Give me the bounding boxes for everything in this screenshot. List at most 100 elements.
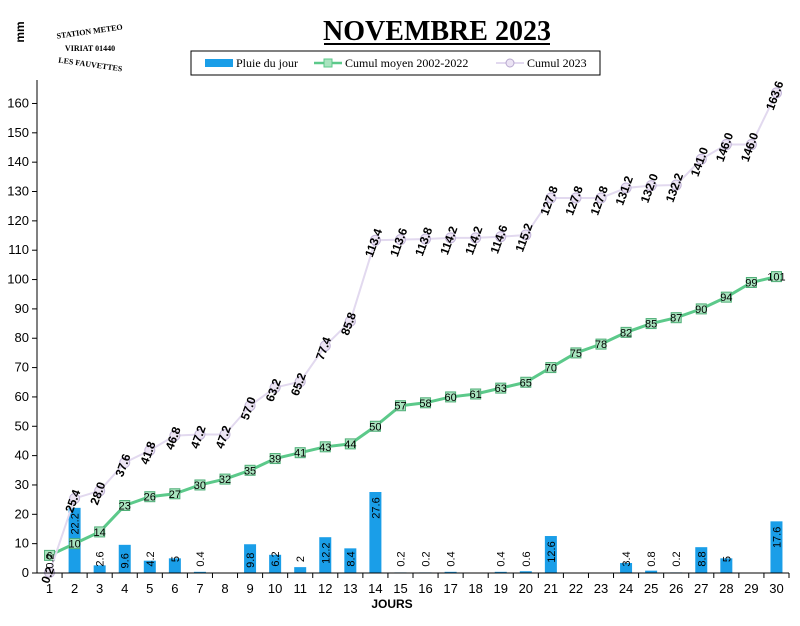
avg-point-label: 60 [444,392,456,404]
y-tick-label: 40 [15,448,29,463]
cumul-point [420,233,432,245]
y-tick-label: 160 [7,95,29,110]
avg-data-labels: 6 10 14 23 26 27 30 32 35 39 41 43 44 50 57 58 60 61 63 65 7… [46,272,785,563]
cumul-point [294,376,306,388]
cumul-point-label: 114.2 [437,224,460,257]
avg-point-label: 30 [194,480,206,492]
rain-bar [244,544,257,573]
legend-label-cumul: Cumul 2023 [527,56,587,70]
cumul-point-label: 77.4 [313,335,334,362]
rain-bar-label: 5 [721,556,733,562]
cumul-point [545,192,557,204]
legend: Pluie du jour Cumul moyen 2002-2022 Cumu… [190,50,601,76]
cumul-point-label: 132.0 [638,171,662,204]
cumul-point [219,428,231,440]
avg-point [445,391,457,403]
rain-bar-label: 2.6 [95,551,107,566]
avg-point [520,376,532,388]
y-tick-label: 120 [7,213,29,228]
avg-point [144,491,156,503]
avg-point-label: 23 [119,501,131,513]
avg-point [119,500,131,512]
legend-label-rain: Pluie du jour [236,56,298,70]
cumul-point-label: 57.0 [238,395,259,422]
avg-point-label: 26 [144,492,156,504]
y-axis-ticks: 0 10 20 30 40 50 60 70 80 90 100 110 120 130 140 150 160 [7,95,37,580]
rain-bar [544,536,557,573]
avg-point-label: 39 [269,454,281,466]
cumul-point [720,139,732,151]
cumul-line-path [48,92,778,573]
cumul-point [119,457,131,469]
avg-point [720,291,732,303]
rain-bar-label: 0.4 [496,551,508,566]
legend-label-avg: Cumul moyen 2002-2022 [345,56,468,70]
cumul-point [44,566,56,578]
x-axis-label: JOURS [371,597,412,611]
avg-point [344,438,356,450]
x-tick-label: 21 [544,581,558,596]
avg-point-label: 63 [495,383,507,395]
x-axis-ticks: 1 2 3 4 5 6 7 8 9 10 11 12 13 14 15 16 17 18 19 20 21 22 23 24 2… [46,573,790,596]
rain-bar [344,548,357,573]
rain-bar [269,554,282,573]
rain-bar [770,521,783,573]
avg-point [194,479,206,491]
cumul-point-label: 28.0 [87,480,108,507]
x-tick-label: 5 [146,581,153,596]
cumul-point [269,382,281,394]
rain-bar-label: 9.6 [120,553,132,568]
avg-point-label: 44 [344,439,356,451]
rain-bar-label: 8.4 [345,551,357,566]
cumul-point-label: 163.6 [763,79,787,112]
cumul-point [745,139,757,151]
rain-bar-label: 3.4 [621,551,633,566]
bar-data-labels: 0.2 22.2 2.6 9.6 4.2 5 0.4 9.8 6.2 2 12.2 8.4 27.6 0.… [45,497,784,568]
rain-bar-label: 0.4 [195,551,207,566]
y-axis-unit: mm [13,21,27,42]
rain-bar-label: 0.8 [646,551,658,566]
avg-point-label: 90 [695,304,707,316]
cumul-point [570,192,582,204]
cumul-point-label: 113.4 [362,226,385,259]
x-tick-label: 9 [246,581,253,596]
cumul-point [244,400,256,412]
cumul-point-label: 63.2 [263,376,284,403]
rain-bar [118,544,131,573]
y-tick-label: 100 [7,272,29,287]
y-tick-label: 90 [15,301,29,316]
rain-bar [193,571,206,573]
avg-point-label: 57 [394,401,406,413]
x-tick-label: 7 [196,581,203,596]
avg-point [670,312,682,324]
x-tick-label: 22 [569,581,583,596]
avg-point [420,397,432,409]
x-tick-label: 2 [71,581,78,596]
x-tick-label: 18 [468,581,482,596]
cumul-point-label: 47.2 [188,423,209,450]
avg-point-label: 58 [419,398,431,410]
x-tick-label: 20 [519,581,533,596]
rain-bar [620,563,633,573]
y-tick-label: 70 [15,360,29,375]
avg-point-label: 32 [219,474,231,486]
x-tick-label: 8 [221,581,228,596]
cumul-point [319,340,331,352]
cumul-point [495,231,507,243]
x-tick-label: 16 [418,581,432,596]
avg-point [94,526,106,538]
cumul-point-label: 47.2 [213,423,234,450]
x-tick-label: 14 [368,581,382,596]
rain-bar-label: 6.2 [270,551,282,566]
avg-point-label: 94 [720,292,732,304]
cumul-point-label: 141.0 [688,145,712,178]
legend-swatch-cumul-marker [505,58,515,68]
rain-bar-label: 0.2 [45,553,57,568]
rain-bar-label: 22.2 [70,513,82,534]
cumul-point-label: 132.2 [663,171,687,204]
rain-bar [519,571,532,573]
avg-point-label: 101 [767,272,785,284]
x-tick-label: 23 [594,581,608,596]
avg-point [319,441,331,453]
x-tick-label: 13 [343,581,357,596]
